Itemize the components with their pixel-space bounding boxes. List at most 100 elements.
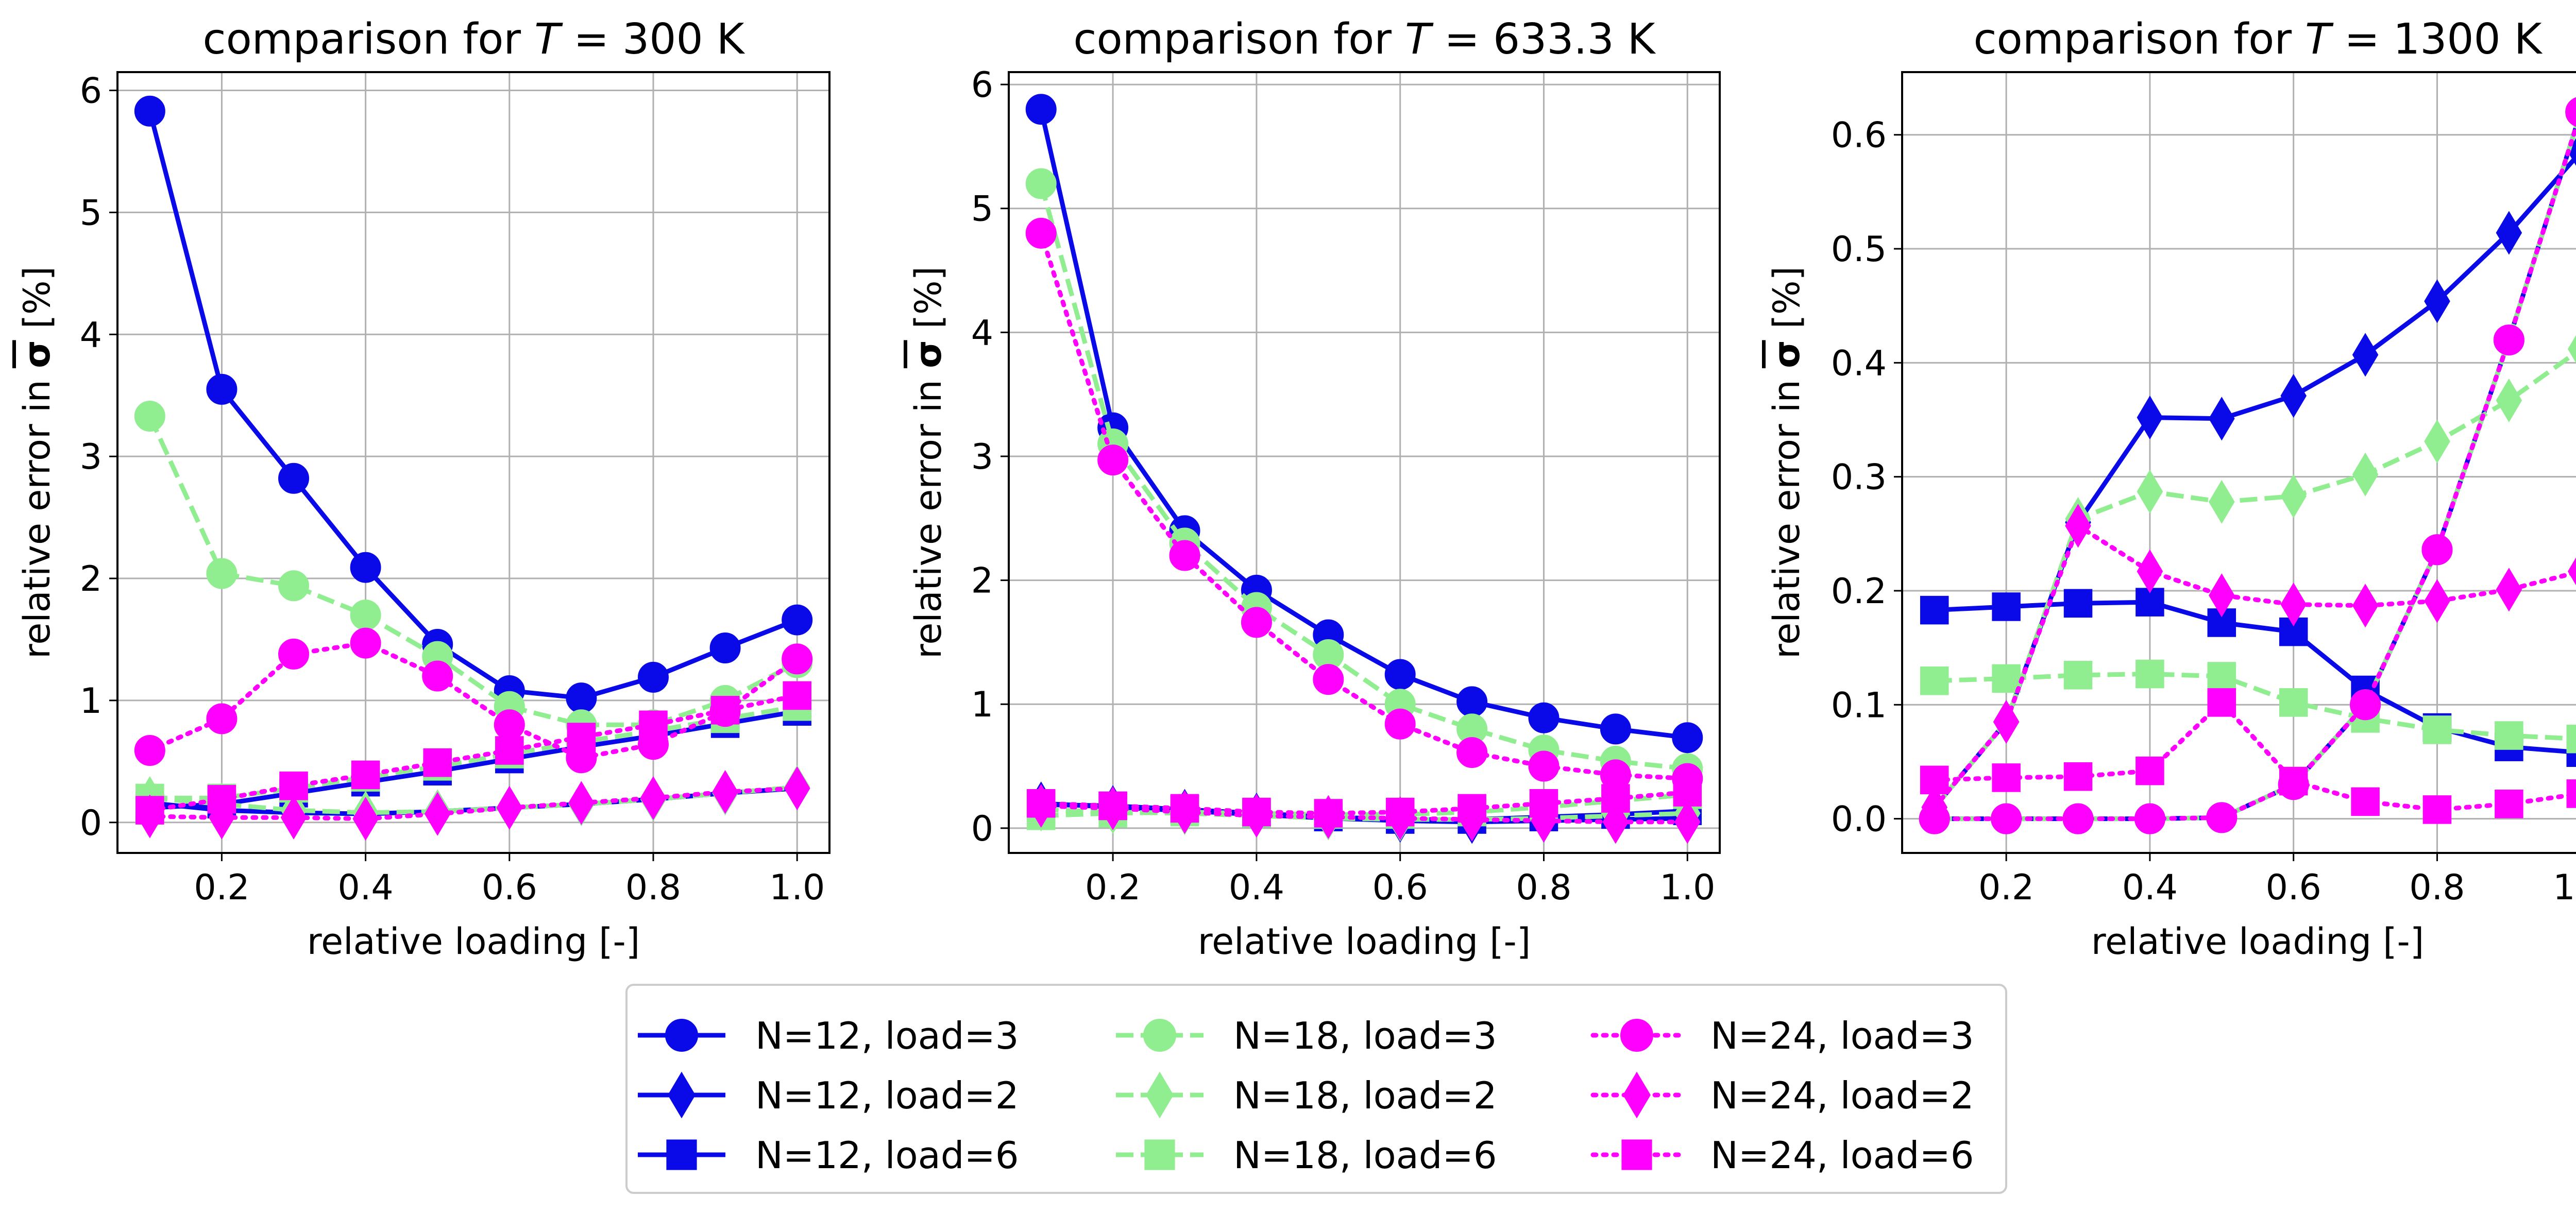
point-s7-x4 [1241, 607, 1272, 638]
axes-frame [1901, 71, 2576, 854]
point-s4-x1 [1025, 168, 1057, 199]
y-tick-label: 4 [80, 315, 102, 355]
axes-frame [1008, 71, 1721, 854]
legend-marker [665, 1019, 698, 1052]
x-tick-label: 0.4 [1229, 867, 1284, 908]
point-s1-x1 [1025, 94, 1057, 125]
point-s9-x4 [2136, 756, 2164, 785]
point-s9-x3 [1170, 794, 1199, 823]
legend-label: N=12, load=2 [755, 1074, 1019, 1117]
legend-marker [666, 1139, 697, 1170]
series-line-9 [1932, 700, 2576, 812]
panels: 0.2 0.4 0.6 0.8 1.0 0 1 2 3 4 5 6 comparison for T =… [16, 15, 2576, 963]
gridlines [117, 72, 829, 853]
point-s7-x4 [350, 627, 381, 659]
x-tick-label: 0.8 [625, 867, 681, 908]
series-line-6 [1934, 672, 2576, 741]
point-s5-x4 [2137, 469, 2163, 514]
point-s9-x10 [1673, 778, 1702, 807]
y-tick-label: 3 [971, 437, 993, 477]
point-s5-x8 [2424, 419, 2450, 464]
point-s1-x7 [566, 682, 597, 714]
point-s1-x9 [1600, 713, 1631, 745]
point-s9-x3 [279, 771, 308, 800]
point-s8-x1 [1921, 785, 1948, 830]
panel-title: comparison for T = 1300 K [1973, 15, 2543, 64]
legend-marker [1621, 1139, 1652, 1170]
point-s9-x5 [423, 748, 452, 777]
point-s2-x9 [2496, 211, 2522, 255]
point-s1-x4 [350, 552, 381, 583]
x-tick-label: 0.6 [482, 867, 537, 908]
point-s7-x6 [1384, 708, 1416, 740]
series-line-8 [147, 785, 800, 822]
series-line-8 [1932, 523, 2576, 810]
series-line-8 [1039, 803, 1690, 825]
panel-2: 0.2 0.4 0.6 0.8 1.0 0 1 2 3 4 5 6 comparison for T =… [907, 15, 1721, 963]
legend-marker [1146, 1071, 1174, 1119]
point-s8-x10 [2567, 557, 2576, 586]
point-s8-x2 [1993, 699, 2020, 744]
x-tick-label: 0.4 [2122, 867, 2178, 908]
point-s8-x4 [352, 797, 379, 841]
y-tick-label: 0 [80, 803, 102, 844]
point-s7-x7 [1456, 737, 1488, 768]
point-s3-x1 [1920, 595, 1949, 625]
point-s7-x5 [2206, 802, 2238, 833]
legend-entry-8: N=24, load=2 [1590, 1071, 1974, 1119]
legend-label: N=18, load=2 [1233, 1074, 1497, 1117]
point-s9-x7 [2351, 787, 2380, 816]
point-s6-x1 [1920, 666, 1949, 695]
point-s6-x6 [2279, 688, 2308, 717]
point-s1-x7 [1456, 686, 1488, 717]
point-s1-x1 [134, 95, 165, 127]
x-tick-label: 0.4 [338, 867, 394, 908]
point-s7-x10 [782, 643, 813, 675]
series-group [1025, 94, 1703, 844]
point-s9-x4 [1242, 797, 1271, 827]
series-line-4 [147, 415, 799, 727]
point-s5-x7 [2352, 452, 2379, 497]
point-s7-x1 [134, 735, 165, 766]
y-tick-label: 0.4 [1831, 343, 1887, 384]
legend-entry-4: N=18, load=3 [1116, 1014, 1497, 1057]
legend-box [625, 984, 2007, 1194]
point-s7-x7 [2350, 689, 2381, 721]
point-s9-x8 [1529, 789, 1558, 818]
point-s7-x2 [1097, 444, 1129, 476]
y-tick-label: 5 [971, 189, 993, 230]
legend-label: N=12, load=6 [755, 1134, 1019, 1177]
y-tick-label: 0.2 [1831, 571, 1887, 612]
point-s2-x10 [2567, 138, 2576, 166]
legend-label: N=18, load=3 [1233, 1014, 1497, 1057]
series-line-3 [1934, 600, 2576, 755]
point-s7-x3 [278, 638, 310, 670]
point-s6-x5 [2207, 662, 2236, 691]
y-tick-label: 0.5 [1831, 229, 1887, 270]
series-line-1 [147, 110, 798, 700]
point-s7-x8 [2421, 534, 2453, 566]
y-tick-label: 0.0 [1831, 799, 1887, 840]
point-s8-x5 [2209, 573, 2235, 618]
point-s6-x2 [1992, 664, 2021, 693]
point-s1-x10 [782, 604, 813, 636]
series-line-6 [149, 704, 798, 800]
point-s7-x2 [206, 703, 238, 734]
point-s7-x5 [1313, 664, 1344, 695]
point-s7-x10 [2565, 97, 2576, 127]
point-s9-x9 [710, 696, 740, 725]
point-s7-x8 [1528, 750, 1560, 782]
y-axis-label: relative error in σ [%] [1766, 266, 1808, 659]
point-s5-x5 [2209, 480, 2235, 524]
point-s9-x6 [1385, 797, 1415, 827]
point-s5-x6 [2280, 474, 2307, 518]
legend-marker [1623, 1071, 1651, 1119]
x-tick-label: 0.2 [194, 867, 249, 908]
point-s4-x1 [134, 400, 165, 432]
series-line-7 [1932, 119, 2576, 822]
x-tick-label: 0.2 [1978, 867, 2034, 908]
point-s8-x8 [640, 776, 667, 820]
series-line-9 [147, 693, 800, 813]
point-s5-x9 [2496, 378, 2522, 422]
